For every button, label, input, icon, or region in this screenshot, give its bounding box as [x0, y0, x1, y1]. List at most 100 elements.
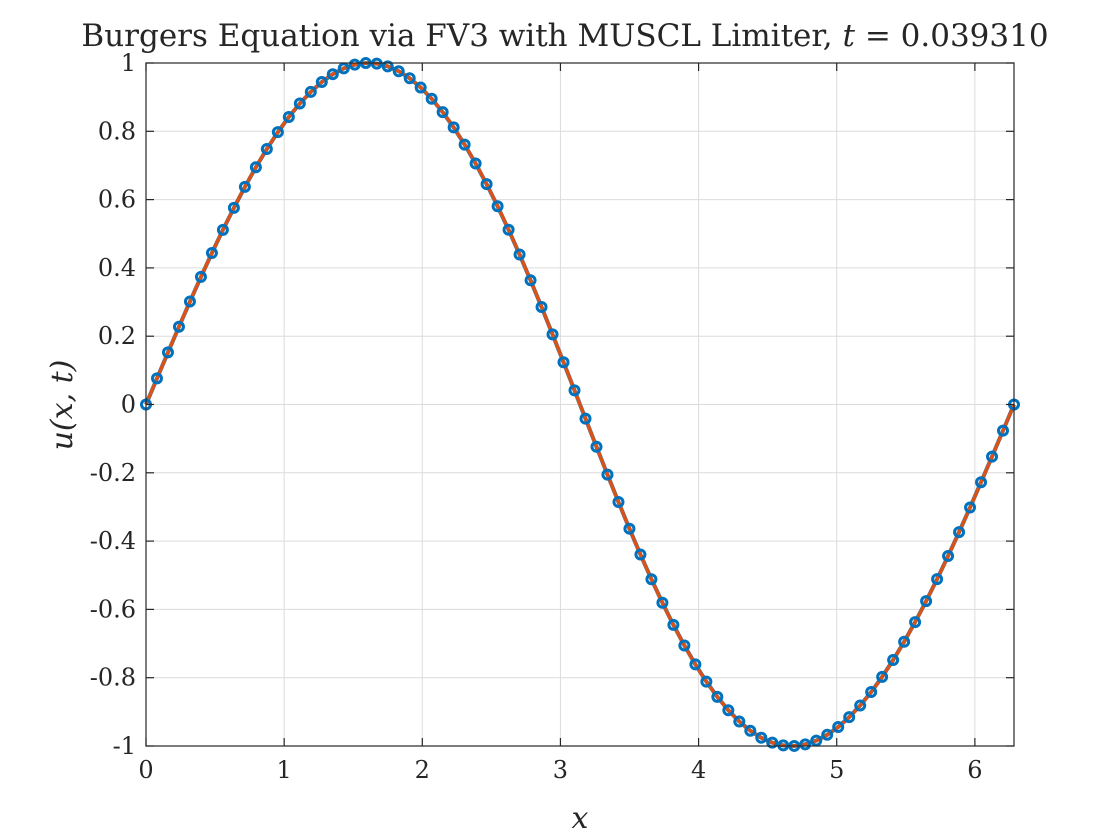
numerical-solution-marker — [755, 731, 768, 744]
numerical-solution-marker — [370, 57, 383, 70]
numerical-solution-marker — [590, 440, 603, 453]
y-tick-label: 0.4 — [98, 254, 136, 282]
numerical-solution-marker — [480, 178, 493, 191]
chart-title: Burgers Equation via FV3 with MUSCL Limi… — [81, 18, 1048, 54]
numerical-solution-marker — [315, 76, 328, 89]
numerical-solution-marker — [953, 526, 966, 539]
axis-ticks: 0 1 2 3 4 5 6 1 0.8 0.6 0.4 0.2 0 -0.2 -0.4 -0.6 -0.8 -1 — [90, 49, 1014, 784]
numerical-solution-marker — [689, 658, 702, 671]
numerical-solution-marker — [524, 274, 537, 287]
numerical-solution-marker — [425, 92, 438, 105]
numerical-solution-marker — [414, 81, 427, 94]
numerical-solution-marker — [766, 736, 779, 749]
x-tick-label: 6 — [967, 756, 982, 784]
numerical-solution-marker — [964, 501, 977, 514]
y-tick-label: 0.8 — [98, 117, 136, 145]
reference-solution-line — [144, 61, 1016, 748]
numerical-solution-marker — [656, 596, 669, 609]
numerical-solution-marker — [513, 248, 526, 261]
numerical-solution-marker — [843, 711, 856, 724]
numerical-solution-marker — [326, 68, 339, 81]
y-tick-label: 0.6 — [98, 186, 136, 214]
numerical-solution-marker — [436, 106, 449, 119]
x-tick-label: 3 — [553, 756, 568, 784]
numerical-solution-marker — [986, 450, 999, 463]
numerical-solution-marker — [898, 635, 911, 648]
numerical-solution-marker — [997, 424, 1010, 437]
y-axis-label: u(x, t) — [45, 360, 80, 451]
numerical-solution-marker — [205, 246, 218, 259]
numerical-solution-marker — [645, 573, 658, 586]
x-tick-label: 2 — [415, 756, 430, 784]
numerical-solution-marker — [711, 690, 724, 703]
numerical-solution-marker — [568, 384, 581, 397]
numerical-solution-marker — [744, 724, 757, 737]
x-tick-label: 0 — [138, 756, 153, 784]
x-tick-label: 5 — [829, 756, 844, 784]
numerical-solution-marker — [183, 295, 196, 308]
numerical-solution-marker — [733, 715, 746, 728]
numerical-solution-marker — [502, 223, 515, 236]
numerical-solution-marker — [777, 739, 790, 752]
numerical-solution-marker — [612, 496, 625, 509]
numerical-solution-marker — [854, 699, 867, 712]
numerical-solution-marker — [249, 161, 262, 174]
numerical-solution-marker — [601, 468, 614, 481]
numerical-solution-marker — [469, 157, 482, 170]
numerical-solution-marker — [909, 616, 922, 629]
numerical-solution-marker — [799, 738, 812, 751]
y-tick-label: -0.2 — [90, 459, 136, 487]
numerical-solution-marker — [678, 639, 691, 652]
numerical-solution-marker — [172, 320, 185, 333]
numerical-solution-marker — [931, 573, 944, 586]
numerical-solution-marker — [161, 346, 174, 359]
y-tick-label: 0.2 — [98, 322, 136, 350]
numerical-solution-marker — [348, 58, 361, 71]
numerical-solution-marker — [447, 121, 460, 134]
numerical-solution-marker — [887, 654, 900, 667]
numerical-solution-marker — [282, 110, 295, 123]
numerical-solution-marker — [271, 126, 284, 139]
numerical-solution-marker — [227, 201, 240, 214]
numerical-solution-marker — [392, 65, 405, 78]
numerical-solution-marker — [337, 62, 350, 75]
numerical-solution-marker — [667, 618, 680, 631]
y-tick-label: -0.8 — [90, 664, 136, 692]
numerical-solution-marker — [722, 704, 735, 717]
numerical-solution-marker — [920, 595, 933, 608]
numerical-solution-marker — [238, 180, 251, 193]
numerical-solution-marker — [700, 675, 713, 688]
numerical-solution-marker — [821, 728, 834, 741]
plot-series — [140, 57, 1020, 752]
x-tick-label: 4 — [691, 756, 706, 784]
x-axis-label: x — [572, 801, 589, 836]
y-tick-label: -0.6 — [90, 595, 136, 623]
numerical-solution-marker — [975, 476, 988, 489]
numerical-solution-marker — [293, 97, 306, 110]
numerical-solution-marker — [491, 200, 504, 213]
y-tick-label: 0 — [121, 391, 136, 419]
numerical-solution-marker — [304, 85, 317, 98]
y-tick-label: -1 — [113, 732, 136, 760]
y-tick-label: -0.4 — [90, 527, 136, 555]
numerical-solution-marker — [876, 670, 889, 683]
numerical-solution-marker — [381, 60, 394, 73]
numerical-solution-marker — [458, 138, 471, 151]
numerical-solution-marker — [557, 356, 570, 369]
numerical-solution-marker — [535, 300, 548, 313]
numerical-solution-marker — [810, 734, 823, 747]
numerical-solution-marker — [403, 72, 416, 85]
numerical-solution-marker — [865, 686, 878, 699]
y-tick-label: 1 — [121, 49, 136, 77]
numerical-solution-marker — [216, 223, 229, 236]
numerical-solution-marker — [150, 372, 163, 385]
numerical-solution-marker — [546, 328, 559, 341]
numerical-solution-marker — [260, 142, 273, 155]
numerical-solution-marker — [194, 270, 207, 283]
numerical-solution-marker — [634, 548, 647, 561]
numerical-solution-marker — [832, 720, 845, 733]
numerical-solution-marker — [579, 412, 592, 425]
numerical-solution-marker — [942, 550, 955, 563]
numerical-solution-marker — [623, 522, 636, 535]
